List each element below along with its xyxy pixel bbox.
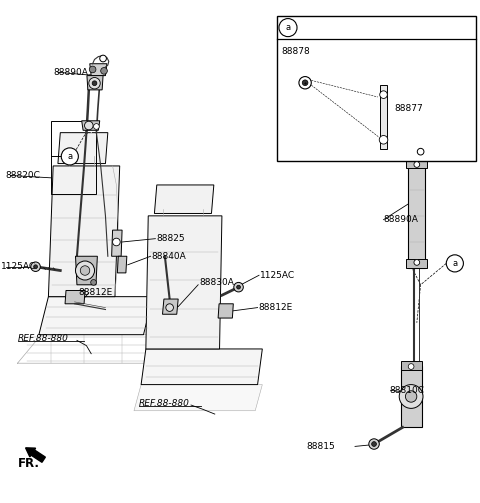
Circle shape [406,391,417,402]
Circle shape [91,280,96,285]
Polygon shape [87,75,103,90]
Bar [276,16,476,161]
Text: 88820C: 88820C [6,171,40,180]
Polygon shape [134,385,263,411]
Circle shape [101,67,108,74]
Polygon shape [146,216,222,349]
Polygon shape [75,256,97,285]
Polygon shape [58,133,108,163]
Polygon shape [163,299,178,314]
Text: 88878: 88878 [281,47,310,56]
Text: 1125AC: 1125AC [1,262,36,271]
Text: a: a [452,259,457,268]
Polygon shape [407,159,427,169]
Circle shape [80,266,90,275]
Circle shape [379,135,388,144]
Circle shape [399,385,423,408]
Polygon shape [82,121,100,130]
Circle shape [237,285,240,289]
Circle shape [234,282,243,292]
Text: FR.: FR. [17,457,39,469]
Text: 88840A: 88840A [152,252,186,261]
Polygon shape [401,366,421,428]
Text: REF.88-880: REF.88-880 [139,399,190,408]
FancyArrow shape [25,448,45,462]
Circle shape [75,261,95,280]
Text: 88812E: 88812E [78,288,113,297]
Polygon shape [117,256,127,273]
Circle shape [302,80,308,86]
Text: 88890A: 88890A [53,68,88,77]
Polygon shape [65,290,85,304]
Circle shape [89,66,96,73]
Text: a: a [286,23,290,32]
Circle shape [89,77,100,89]
Circle shape [92,81,97,86]
Circle shape [279,19,297,37]
Polygon shape [380,85,387,149]
Circle shape [31,262,40,272]
Circle shape [34,265,37,269]
Text: 88810C: 88810C [389,386,424,395]
Circle shape [166,304,173,311]
Circle shape [100,55,107,62]
Circle shape [369,439,379,449]
Text: 88830A: 88830A [199,278,234,287]
Text: 1125AC: 1125AC [260,271,295,280]
Text: 88890A: 88890A [384,215,419,224]
Text: 88825: 88825 [156,234,185,243]
Polygon shape [401,361,421,370]
Circle shape [446,255,463,272]
Circle shape [408,364,414,369]
Polygon shape [112,230,122,256]
Bar [51,121,96,195]
Circle shape [299,76,312,89]
Polygon shape [90,64,107,75]
Circle shape [61,148,78,165]
Polygon shape [48,166,120,297]
Circle shape [84,121,93,130]
Polygon shape [407,259,427,268]
Text: a: a [67,152,72,161]
Text: 88812E: 88812E [259,303,293,312]
Polygon shape [141,349,263,385]
Circle shape [417,148,424,155]
Text: REF.88-880: REF.88-880 [17,334,68,344]
Polygon shape [39,297,153,334]
Circle shape [94,124,99,129]
Polygon shape [218,304,233,318]
Circle shape [414,260,420,265]
Text: 88815: 88815 [307,442,335,451]
Polygon shape [408,159,425,268]
Circle shape [113,238,120,246]
Circle shape [414,161,420,167]
Circle shape [380,91,387,99]
Polygon shape [155,185,214,213]
Circle shape [372,442,376,446]
Text: 88877: 88877 [394,105,423,113]
